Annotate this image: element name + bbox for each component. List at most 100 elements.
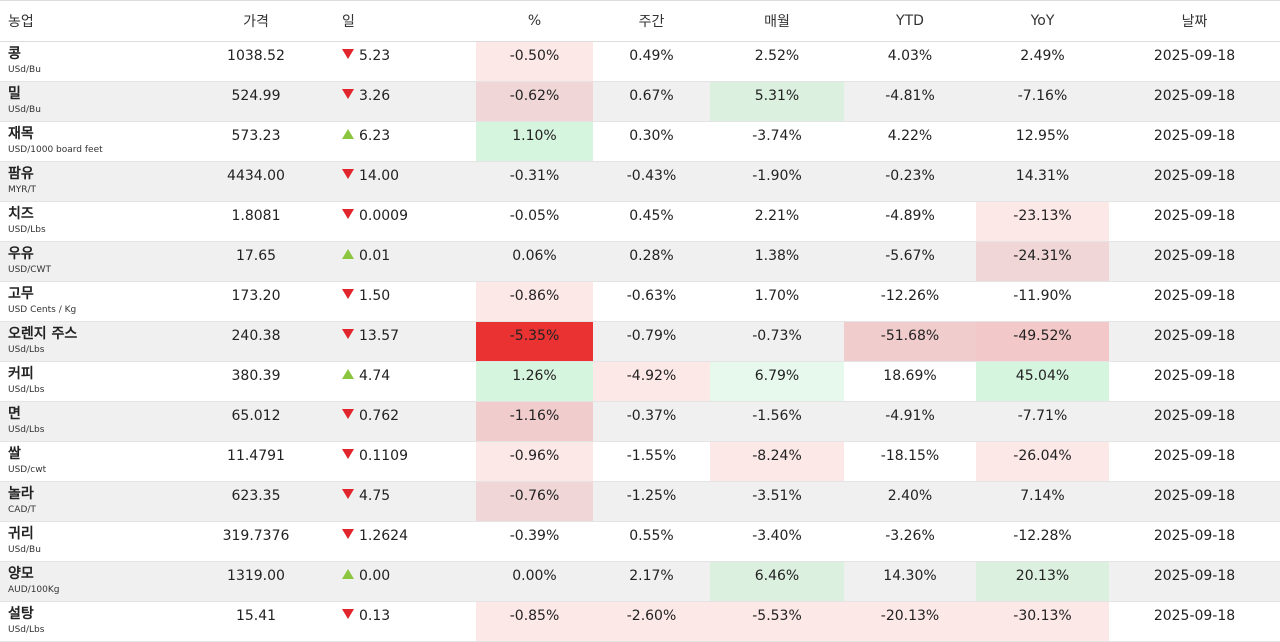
- day-change-value: 0.0009: [359, 208, 408, 224]
- ytd-cell: -18.15%: [844, 441, 976, 482]
- commodity-name[interactable]: 귀리: [8, 526, 34, 542]
- yoy-cell: 12.95%: [976, 121, 1109, 162]
- ytd-value: -3.26%: [885, 528, 935, 544]
- commodity-name[interactable]: 콩: [8, 46, 21, 62]
- commodity-name[interactable]: 오렌지 주스: [8, 326, 78, 342]
- table-header-row: 농업 가격 일 % 주간 매월 YTD YoY 날짜: [0, 0, 1280, 42]
- header-percent[interactable]: %: [476, 0, 593, 42]
- commodity-cell[interactable]: 커피 USd/Lbs: [0, 361, 176, 402]
- table-row[interactable]: 밀 USd/Bu 524.99 3.26 -0.62% 0.67% 5.31% -4.81%…: [0, 81, 1280, 122]
- date-value: 2025-09-18: [1153, 208, 1236, 224]
- commodity-cell[interactable]: 고무 USD Cents / Kg: [0, 281, 176, 322]
- table-row[interactable]: 설탕 USd/Lbs 15.41 0.13 -0.85% -2.60% -5.53% -20…: [0, 601, 1280, 642]
- day-change-value: 0.762: [359, 408, 400, 424]
- table-row[interactable]: 양모 AUD/100Kg 1319.00 0.00 0.00% 2.17% 6.46% 14…: [0, 561, 1280, 602]
- yoy-value: -11.90%: [1013, 288, 1072, 304]
- ytd-value: 4.03%: [887, 48, 933, 64]
- header-day[interactable]: 일: [336, 0, 476, 42]
- date-cell: 2025-09-18: [1109, 561, 1280, 602]
- header-date[interactable]: 날짜: [1109, 0, 1280, 42]
- yoy-value: 7.14%: [1020, 488, 1065, 504]
- date-cell: 2025-09-18: [1109, 241, 1280, 282]
- header-agriculture[interactable]: 농업: [0, 0, 176, 42]
- day-change-value: 0.00: [359, 568, 391, 584]
- commodity-cell[interactable]: 쌀 USD/cwt: [0, 441, 176, 482]
- month-cell: -5.53%: [710, 601, 844, 642]
- week-value: -0.37%: [626, 408, 677, 424]
- month-value: 2.21%: [754, 208, 800, 224]
- table-row[interactable]: 놀라 CAD/T 623.35 4.75 -0.76% -1.25% -3.51% 2.40…: [0, 481, 1280, 522]
- day-change-value: 3.26: [359, 88, 391, 104]
- pct-value: -0.62%: [509, 88, 560, 104]
- month-value: -1.56%: [752, 408, 802, 424]
- table-row[interactable]: 면 USd/Lbs 65.012 0.762 -1.16% -0.37% -1.56% -4…: [0, 401, 1280, 442]
- header-ytd[interactable]: YTD: [844, 0, 976, 42]
- commodity-name[interactable]: 치즈: [8, 206, 34, 222]
- week-cell: -4.92%: [593, 361, 710, 402]
- commodity-cell[interactable]: 귀리 USd/Bu: [0, 521, 176, 562]
- week-value: -2.60%: [626, 608, 677, 624]
- day-change-value: 1.50: [359, 288, 391, 304]
- price-value: 17.65: [235, 248, 277, 264]
- price-value: 623.35: [231, 488, 281, 504]
- yoy-value: 14.31%: [1015, 168, 1070, 184]
- commodity-cell[interactable]: 재목 USD/1000 board feet: [0, 121, 176, 162]
- month-value: 1.38%: [754, 248, 800, 264]
- month-cell: 6.79%: [710, 361, 844, 402]
- commodity-unit: USD/Lbs: [8, 225, 46, 235]
- commodity-name[interactable]: 밀: [8, 86, 21, 102]
- month-cell: -3.40%: [710, 521, 844, 562]
- commodity-cell[interactable]: 팜유 MYR/T: [0, 161, 176, 202]
- table-row[interactable]: 커피 USd/Lbs 380.39 4.74 1.26% -4.92% 6.79% 18.6…: [0, 361, 1280, 402]
- date-cell: 2025-09-18: [1109, 401, 1280, 442]
- commodity-cell[interactable]: 놀라 CAD/T: [0, 481, 176, 522]
- table-row[interactable]: 팜유 MYR/T 4434.00 14.00 -0.31% -0.43% -1.90% -0…: [0, 161, 1280, 202]
- commodity-name[interactable]: 고무: [8, 286, 34, 302]
- commodity-cell[interactable]: 면 USd/Lbs: [0, 401, 176, 442]
- yoy-cell: 20.13%: [976, 561, 1109, 602]
- month-cell: 5.31%: [710, 81, 844, 122]
- commodity-name[interactable]: 설탕: [8, 606, 34, 622]
- commodity-cell[interactable]: 양모 AUD/100Kg: [0, 561, 176, 602]
- header-weekly[interactable]: 주간: [593, 0, 710, 42]
- commodity-name[interactable]: 양모: [8, 566, 34, 582]
- table-row[interactable]: 고무 USD Cents / Kg 173.20 1.50 -0.86% -0.63% 1…: [0, 281, 1280, 322]
- table-row[interactable]: 귀리 USd/Bu 319.7376 1.2624 -0.39% 0.55% -3.40%…: [0, 521, 1280, 562]
- yoy-cell: -49.52%: [976, 321, 1109, 362]
- month-value: 6.79%: [754, 368, 800, 384]
- down-arrow-icon: [342, 329, 354, 339]
- commodity-cell[interactable]: 설탕 USd/Lbs: [0, 601, 176, 642]
- day-change-value: 5.23: [359, 48, 391, 64]
- ytd-value: -4.91%: [885, 408, 935, 424]
- table-row[interactable]: 우유 USD/CWT 17.65 0.01 0.06% 0.28% 1.38% -5.67%…: [0, 241, 1280, 282]
- commodity-name[interactable]: 팜유: [8, 166, 34, 182]
- pct-cell: -0.76%: [476, 481, 593, 522]
- month-value: -5.53%: [752, 608, 802, 624]
- commodity-name[interactable]: 우유: [8, 246, 34, 262]
- header-yoy[interactable]: YoY: [976, 0, 1109, 42]
- week-cell: 0.67%: [593, 81, 710, 122]
- commodity-cell[interactable]: 콩 USd/Bu: [0, 41, 176, 82]
- commodity-cell[interactable]: 오렌지 주스 USd/Lbs: [0, 321, 176, 362]
- day-change-value: 14.00: [359, 168, 400, 184]
- table-row[interactable]: 재목 USD/1000 board feet 573.23 6.23 1.10% 0.3…: [0, 121, 1280, 162]
- down-arrow-icon: [342, 89, 354, 99]
- commodity-name[interactable]: 면: [8, 406, 21, 422]
- commodity-name[interactable]: 재목: [8, 126, 34, 142]
- table-row[interactable]: 치즈 USD/Lbs 1.8081 0.0009 -0.05% 0.45% 2.21% -4…: [0, 201, 1280, 242]
- commodity-cell[interactable]: 치즈 USD/Lbs: [0, 201, 176, 242]
- week-cell: -1.25%: [593, 481, 710, 522]
- table-row[interactable]: 콩 USd/Bu 1038.52 5.23 -0.50% 0.49% 2.52% 4.03%…: [0, 41, 1280, 82]
- week-cell: 0.30%: [593, 121, 710, 162]
- commodity-name[interactable]: 쌀: [8, 446, 21, 462]
- table-row[interactable]: 오렌지 주스 USd/Lbs 240.38 13.57 -5.35% -0.79% -0.…: [0, 321, 1280, 362]
- commodity-name[interactable]: 놀라: [8, 486, 34, 502]
- header-monthly[interactable]: 매월: [710, 0, 844, 42]
- pct-cell: 0.00%: [476, 561, 593, 602]
- table-row[interactable]: 쌀 USD/cwt 11.4791 0.1109 -0.96% -1.55% -8.24%…: [0, 441, 1280, 482]
- price-cell: 65.012: [176, 401, 336, 442]
- commodity-cell[interactable]: 밀 USd/Bu: [0, 81, 176, 122]
- header-price[interactable]: 가격: [176, 0, 336, 42]
- commodity-name[interactable]: 커피: [8, 366, 34, 382]
- commodity-cell[interactable]: 우유 USD/CWT: [0, 241, 176, 282]
